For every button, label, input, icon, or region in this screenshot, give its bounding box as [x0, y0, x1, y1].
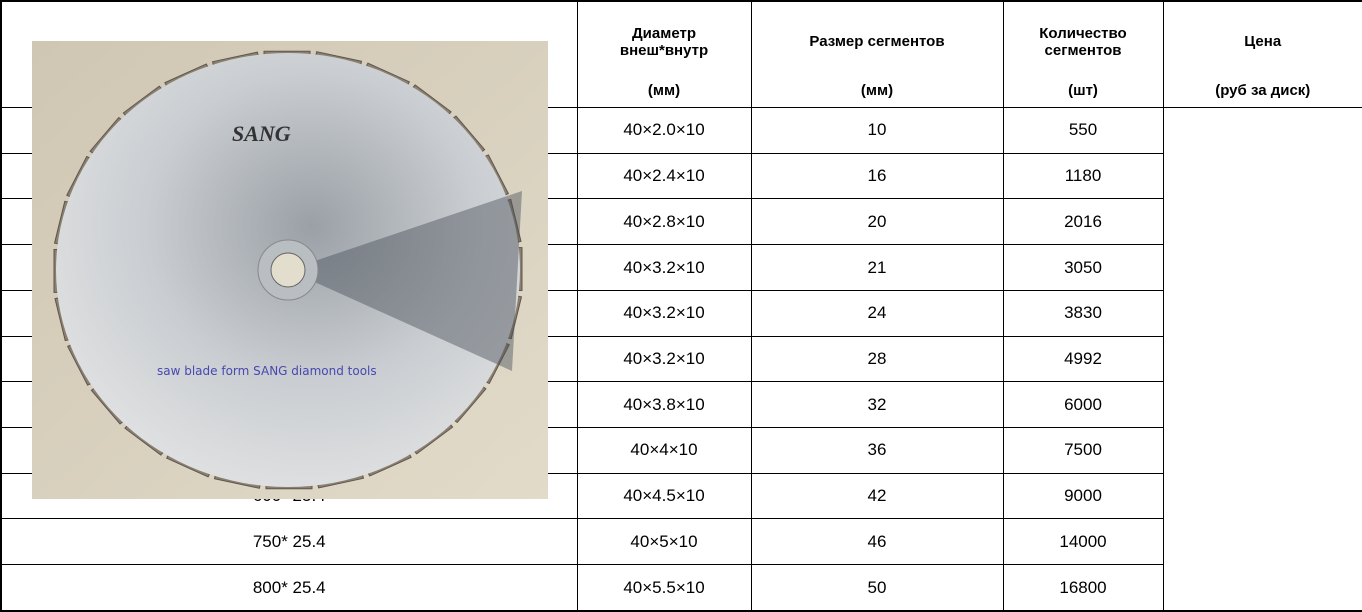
header-line: Цена — [1244, 33, 1282, 50]
table-cell: 9000 — [1002, 472, 1164, 520]
table-cell: 28 — [750, 335, 1004, 383]
header-line: (мм) — [860, 82, 894, 99]
table-cell: 42 — [750, 472, 1004, 520]
table-cell: 550 — [1002, 107, 1164, 154]
header-line: (мм) — [647, 82, 681, 99]
header-line: Размер сегментов — [809, 33, 945, 50]
table-cell: 40×5.5×10 — [576, 564, 752, 612]
table-cell: 40×4.5×10 — [576, 472, 752, 520]
saw-blade-photo: SANG saw blade form SANG diamond tools — [32, 41, 548, 499]
table-cell: 16 — [750, 152, 1004, 200]
table-cell: 40×2.4×10 — [576, 152, 752, 200]
table-cell: 40×3.2×10 — [576, 289, 752, 337]
table-cell: 800* 25.4 — [0, 564, 578, 612]
header-top: Размер сегментов — [752, 2, 1003, 81]
table-cell: 20 — [750, 198, 1004, 246]
header-cell: Цена (руб за диск) — [1162, 0, 1362, 108]
blade-hole — [270, 252, 306, 288]
blade-shade — [288, 191, 522, 371]
image-cell: SANG saw blade form SANG diamond tools — [0, 0, 578, 499]
header-wrap: Диаметр внеш*внутр (мм) — [578, 2, 751, 107]
caption-text: saw blade form SANG diamond tools — [157, 364, 377, 378]
table-cell: 14000 — [1002, 518, 1164, 566]
table-cell: 40×3.8×10 — [576, 381, 752, 429]
header-line: (руб за диск) — [1215, 82, 1311, 99]
header-top: Диаметр внеш*внутр — [578, 2, 751, 81]
table-cell: 21 — [750, 244, 1004, 291]
table-cell: 1180 — [1002, 152, 1164, 200]
table-cell: 750* 25.4 — [0, 518, 578, 566]
header-cell: Диаметр внеш*внутр (мм) — [576, 0, 752, 108]
table-cell: 40×2.0×10 — [576, 107, 752, 154]
table-cell: 40×3.2×10 — [576, 335, 752, 383]
table-row: 800* 25.4 40×5.5×10 50 16800 — [0, 564, 1362, 612]
table-cell: 10 — [750, 107, 1004, 154]
header-line: (шт) — [1068, 82, 1098, 99]
table-cell: 3830 — [1002, 289, 1164, 337]
table-cell: 32 — [750, 381, 1004, 429]
table-cell: 40×2.8×10 — [576, 198, 752, 246]
header-top: Количество сегментов — [1004, 2, 1163, 81]
table-cell: 4992 — [1002, 335, 1164, 383]
table-cell: 36 — [750, 427, 1004, 474]
table-cell: 40×3.2×10 — [576, 244, 752, 291]
header-line: внеш*внутр — [619, 41, 709, 59]
table-cell: 7500 — [1002, 427, 1164, 474]
header-wrap: Количество сегментов (шт) — [1004, 2, 1163, 107]
header-line: сегментов — [1044, 41, 1122, 59]
table-cell: 6000 — [1002, 381, 1164, 429]
header-cell: Количество сегментов (шт) — [1002, 0, 1164, 108]
table-cell: 46 — [750, 518, 1004, 566]
table-cell: 2016 — [1002, 198, 1164, 246]
table-cell: 16800 — [1002, 564, 1164, 612]
header-row: SANG saw blade form SANG diamond tools Д… — [0, 0, 1362, 499]
table-row: 750* 25.4 40×5×10 46 14000 — [0, 518, 1362, 566]
table-cell: 40×4×10 — [576, 427, 752, 474]
brand-text: SANG — [232, 121, 291, 146]
header-line: Количество — [1039, 24, 1127, 42]
header-cell: Размер сегментов (мм) — [750, 0, 1004, 108]
table-cell: 50 — [750, 564, 1004, 612]
header-top: Цена — [1164, 2, 1362, 81]
header-wrap: Размер сегментов (мм) — [752, 2, 1003, 107]
header-line: Диаметр — [632, 24, 696, 42]
table-cell: 40×5×10 — [576, 518, 752, 566]
table-cell: 3050 — [1002, 244, 1164, 291]
header-wrap: Цена (руб за диск) — [1164, 2, 1362, 107]
table-cell: 24 — [750, 289, 1004, 337]
